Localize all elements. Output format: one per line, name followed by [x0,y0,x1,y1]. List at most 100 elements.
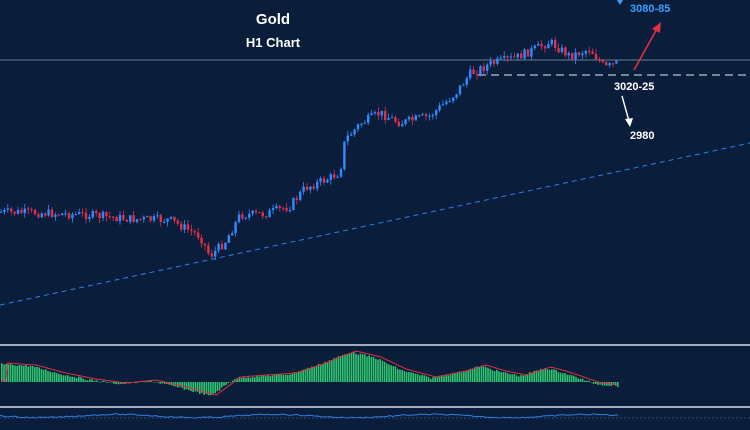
histogram-bar [293,372,296,382]
histogram-bar [179,382,181,387]
histogram-bar [502,372,505,382]
candle-body [441,104,445,106]
candle-body [547,44,550,49]
candle-body [564,47,567,56]
histogram-bar [390,365,392,382]
candle-body [367,114,370,123]
histogram-bar [287,374,289,382]
candle-body [254,210,258,213]
candle-body [210,253,213,257]
histogram-bar [25,364,27,382]
histogram-bar [421,374,423,382]
candle-body [598,59,601,61]
candlestick-series [0,37,618,261]
histogram-bar [256,375,258,382]
histogram-bar [249,377,252,382]
histogram-bar [16,366,18,382]
histogram-bar [529,372,531,382]
histogram-bar [566,374,568,382]
histogram-bar [348,353,351,382]
histogram-bar [201,382,203,393]
histogram-bar [504,372,507,382]
histogram-bar [478,367,480,382]
histogram-bar [271,375,274,382]
histogram-bar [335,357,337,382]
histogram-bar [111,382,113,383]
candle-body [448,101,451,103]
candle-body [152,216,156,221]
lower-oscillator-line [0,413,619,419]
histogram-bar [207,382,210,396]
histogram-bar [588,380,590,382]
candle-body [261,212,264,217]
histogram-bar [548,369,551,382]
candle-body [101,211,105,219]
candle-body [465,78,468,85]
histogram-bar [412,372,414,382]
histogram-bar [243,376,245,382]
histogram-bar [377,359,379,382]
histogram-bar [212,382,214,395]
histogram-bar [137,382,139,383]
candle-body [350,134,353,136]
histogram-bar [161,382,164,384]
candle-body [608,63,611,66]
candle-body [499,57,502,59]
candle-body [268,210,271,218]
histogram-bar [353,351,355,382]
histogram-bar [419,375,421,382]
rising-trendline [0,142,750,306]
histogram-bar [331,359,333,382]
candle-body [516,53,519,58]
candle-body [339,169,343,177]
candle-body [540,43,543,47]
candle-body [560,47,564,53]
histogram-bar [115,382,117,385]
histogram-bar [513,374,516,382]
histogram-bar [557,372,560,382]
histogram-bar [526,374,529,382]
histogram-bar [590,381,593,383]
candle-body [6,208,9,210]
candle-body [404,119,407,125]
candle-body [489,60,492,65]
candle-body [207,245,210,254]
candle-body [234,221,237,234]
histogram-bar [399,369,401,382]
candle-body [149,216,152,221]
histogram-bar [562,373,564,382]
histogram-bar [344,354,346,382]
candle-body [23,208,26,214]
candle-body [567,52,570,56]
histogram-bar [579,378,582,382]
histogram-bar [199,382,201,395]
histogram-bar [7,364,10,382]
candle-body [377,112,380,116]
histogram-bar [324,362,326,382]
candle-body [428,115,431,117]
candle-body [129,215,132,222]
histogram-bar [23,365,25,382]
candle-body [265,216,268,218]
histogram-bar [18,365,21,382]
histogram-bar [328,360,331,382]
candle-body [163,221,166,223]
candle-body [537,43,540,46]
candle-body [431,115,434,117]
histogram-bar [302,369,304,382]
candle-body [574,52,577,60]
histogram-bar [3,364,5,382]
candle-body [611,63,615,65]
histogram-bar [95,380,98,382]
candle-body [16,210,20,214]
histogram-bar [454,373,456,382]
histogram-bar [47,371,49,382]
histogram-bar [78,376,80,382]
candle-body [305,186,309,190]
histogram-bar [45,369,47,382]
histogram-bar [496,369,498,382]
candle-body [588,51,591,53]
histogram-bar [69,376,71,382]
histogram-bar [361,354,364,382]
candle-body [57,214,60,216]
